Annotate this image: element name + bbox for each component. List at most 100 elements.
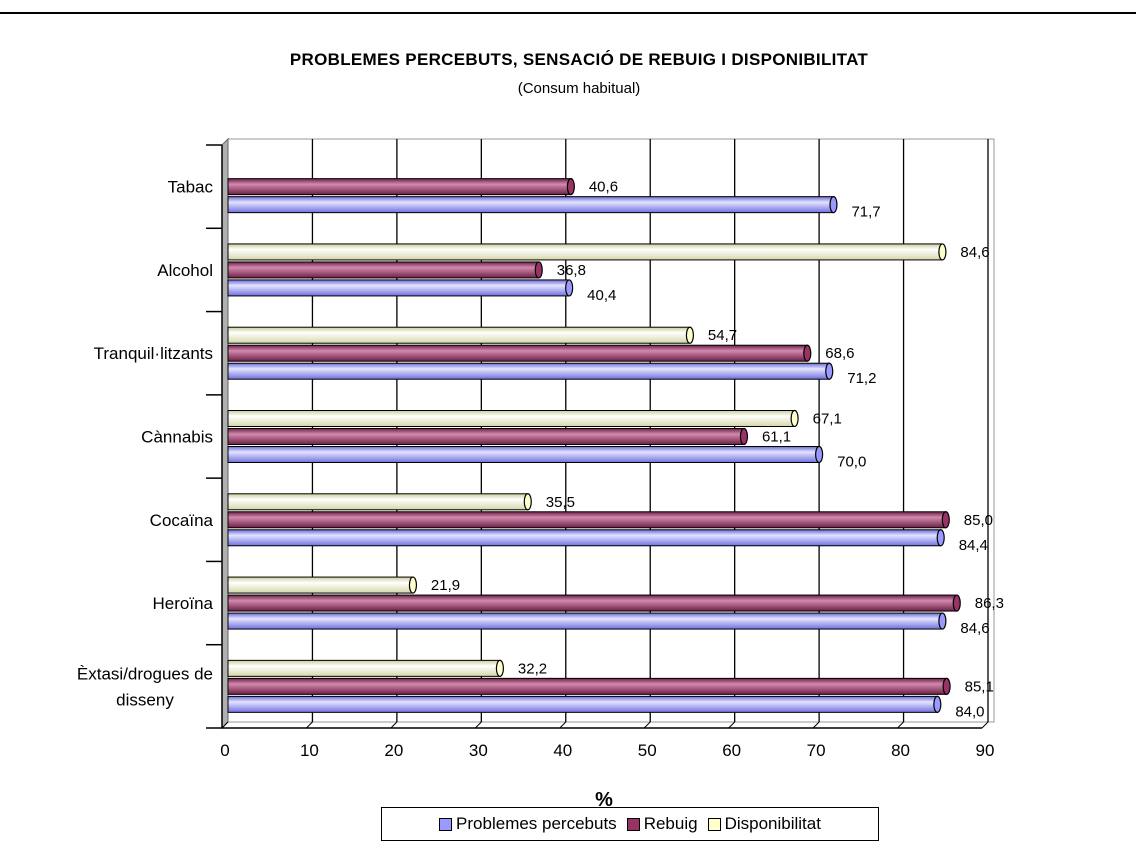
data-label: 84,0 (955, 703, 984, 720)
data-label: 71,2 (847, 370, 876, 387)
bar (227, 612, 943, 630)
y-category-label: Heroïna (153, 594, 214, 613)
bar-cap (685, 326, 695, 344)
bar (227, 446, 820, 463)
gridline-floor (559, 721, 567, 729)
bar-cap (829, 196, 838, 214)
bar (227, 493, 529, 511)
bar-cap (408, 576, 418, 594)
gridline-floor (812, 721, 820, 729)
gridline-floor (897, 721, 904, 729)
data-label: 70,0 (837, 454, 866, 471)
chart-legend: Problemes percebuts Rebuig Disponibilitat (381, 807, 879, 841)
bar-cap (803, 344, 812, 362)
y-category-label: Tranquil·litzants (94, 344, 213, 363)
data-label: 84,6 (960, 244, 989, 261)
legend-swatch (439, 817, 453, 831)
y-category-label: Tabac (168, 178, 214, 197)
legend-label: Disponibilitat (724, 814, 821, 833)
legend-item: Disponibilitat (707, 814, 821, 834)
y-category-label: Cànnabis (141, 428, 213, 447)
y-category-label-line: Tabac (168, 178, 214, 197)
x-tick-label: 80 (891, 741, 910, 760)
y-category-label: Cocaïna (150, 511, 214, 530)
data-label: 84,4 (959, 537, 988, 554)
bar-cap (936, 529, 945, 547)
bar (227, 511, 947, 529)
y-category-label-line: Cànnabis (141, 428, 213, 447)
top-rule (0, 12, 1136, 14)
data-label: 68,6 (825, 345, 854, 362)
data-label: 84,6 (960, 620, 989, 637)
legend-swatch (707, 817, 721, 831)
bar-cap (815, 445, 824, 464)
y-category-label-line: disseny (116, 690, 174, 709)
bar (227, 594, 958, 612)
bar-cap (942, 677, 951, 695)
bar (227, 279, 570, 297)
y-category-label-line: Cocaïna (150, 511, 214, 530)
gridline-floor (390, 721, 398, 729)
chart-subtitle: (Consum habitual) (517, 80, 641, 97)
data-label: 35,5 (546, 494, 575, 511)
bar (227, 261, 540, 279)
data-label: 36,8 (557, 262, 586, 279)
x-tick-label: 0 (220, 741, 229, 760)
data-label: 32,2 (518, 660, 547, 677)
y-category-label-line: Èxtasi/drogues de (77, 664, 213, 683)
data-label: 67,1 (813, 411, 842, 428)
bar (227, 410, 796, 427)
bar (227, 695, 938, 713)
gridline-floor (474, 721, 482, 729)
bar (227, 529, 942, 547)
x-tick-label: 90 (976, 741, 995, 760)
data-label: 71,7 (851, 204, 880, 221)
bar-cap (941, 511, 950, 529)
legend-label: Rebuig (643, 814, 698, 833)
bar-cap (566, 178, 575, 196)
bar-cap (495, 659, 505, 677)
bar (227, 659, 501, 677)
gridline-floor (306, 721, 313, 729)
bar-cap (790, 409, 799, 428)
data-label: 85,0 (964, 512, 993, 529)
bar (227, 576, 414, 594)
bar (227, 428, 745, 445)
bar (227, 178, 572, 196)
plot-side-wall (221, 137, 229, 730)
y-category-label: Èxtasi/drogues de disseny (77, 664, 213, 709)
data-label: 61,1 (762, 429, 791, 446)
y-category-label-line: Tranquil·litzants (94, 344, 213, 363)
bar (227, 326, 691, 344)
data-label: 21,9 (431, 577, 460, 594)
x-tick-label: 10 (300, 741, 319, 760)
data-label: 40,6 (589, 179, 618, 196)
gridline-floor (728, 721, 736, 729)
bar-cap (565, 279, 574, 297)
bar (227, 243, 943, 261)
chart-title: PROBLEMES PERCEBUTS, SENSACIÓ DE REBUIG … (289, 50, 869, 69)
bar-cap (938, 243, 947, 261)
gridline-floor (221, 721, 229, 729)
data-label: 86,3 (975, 595, 1004, 612)
legend-item: Rebuig (626, 814, 698, 834)
bar-cap (739, 427, 749, 446)
x-tick-label: 20 (384, 741, 403, 760)
bar-cap (534, 261, 543, 279)
bar-cap (825, 362, 834, 380)
bar (227, 362, 830, 380)
bar-cap (933, 695, 942, 713)
x-tick-label: 60 (722, 741, 741, 760)
data-label: 85,1 (965, 678, 994, 695)
bar (227, 196, 834, 214)
gridline-floor (643, 721, 651, 729)
data-label: 40,4 (587, 287, 616, 304)
bar-cap (523, 493, 532, 511)
x-tick-label: 30 (469, 741, 488, 760)
y-category-label: Alcohol (157, 261, 213, 280)
gridline-floor (981, 721, 989, 729)
x-tick-label: 40 (553, 741, 572, 760)
y-category-label-line: Heroïna (153, 594, 214, 613)
x-tick-label: 70 (807, 741, 826, 760)
